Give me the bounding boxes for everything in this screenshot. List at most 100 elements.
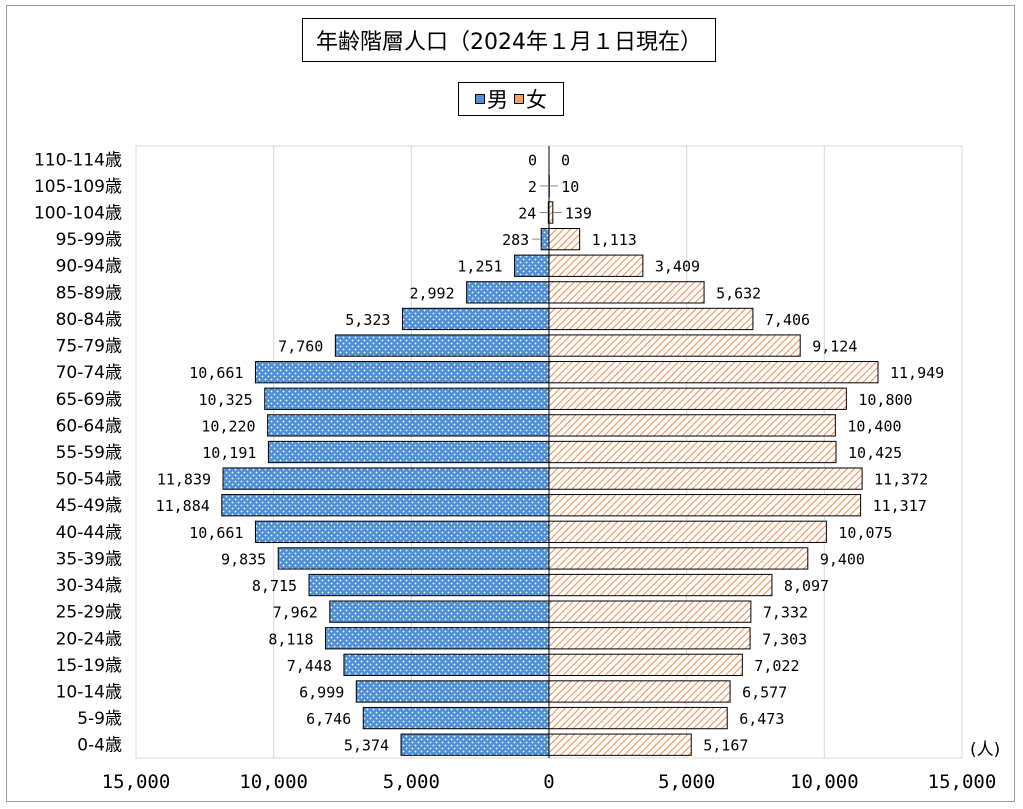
- y-tick-label: 20-24歳: [56, 629, 122, 649]
- data-label-male: 6,999: [299, 683, 344, 701]
- y-tick-label: 10-14歳: [56, 682, 122, 702]
- bar-female: [548, 547, 809, 570]
- y-tick-label: 110-114歳: [34, 150, 122, 170]
- bar-female: [548, 627, 751, 650]
- data-label-female: 5,167: [703, 737, 748, 755]
- bar-female: [548, 254, 644, 277]
- y-tick-label: 45-49歳: [56, 496, 122, 516]
- bar-male: [267, 414, 550, 437]
- data-label-female: 9,124: [812, 338, 857, 356]
- y-tick-label: 35-39歳: [56, 549, 122, 569]
- data-label-female: 139: [565, 205, 592, 223]
- bar-male: [514, 254, 550, 277]
- data-label-male: 5,374: [344, 737, 389, 755]
- x-tick-label: 5,000: [658, 771, 715, 793]
- y-tick-label: 65-69歳: [56, 390, 122, 410]
- data-label-female: 1,113: [592, 231, 637, 249]
- bar-female: [548, 387, 847, 410]
- chart-title-text: 年齢階層人口（2024年１月１日現在）: [316, 30, 702, 55]
- data-label-male: 10,661: [189, 524, 243, 542]
- y-tick-label: 70-74歳: [56, 363, 122, 383]
- bar-male: [254, 361, 550, 384]
- bar-male: [343, 653, 550, 677]
- x-tick-label: 15,000: [928, 771, 997, 793]
- data-label-female: 10,425: [848, 444, 902, 462]
- y-tick-label: 105-109歳: [34, 177, 122, 197]
- data-label-female: 5,632: [716, 284, 761, 302]
- y-tick-label: 15-19歳: [56, 656, 122, 676]
- y-tick-label: 5-9歳: [77, 709, 122, 729]
- data-label-male: 0: [528, 151, 537, 169]
- data-label-male: 7,448: [287, 657, 332, 675]
- bar-female: [548, 281, 705, 304]
- data-label-female: 7,406: [765, 311, 810, 329]
- legend-entry-male: 男: [475, 84, 508, 114]
- legend-label-female: 女: [526, 88, 547, 112]
- data-label-female: 3,409: [655, 258, 700, 276]
- bar-female: [548, 440, 837, 464]
- data-label-male: 10,220: [201, 417, 255, 435]
- data-label-female: 11,949: [890, 364, 944, 382]
- data-label-male: 24: [518, 205, 536, 223]
- data-label-male: 6,746: [306, 710, 351, 728]
- data-label-female: 7,303: [762, 630, 807, 648]
- bar-male: [264, 387, 550, 410]
- data-label-male: 11,884: [156, 497, 210, 515]
- bar-female: [548, 467, 863, 490]
- bar-male: [466, 281, 550, 304]
- bar-female: [548, 573, 773, 597]
- data-label-male: 283: [502, 231, 529, 249]
- data-label-female: 10,400: [847, 417, 901, 435]
- data-label-male: 9,835: [221, 550, 266, 568]
- legend: 男 女: [458, 82, 564, 116]
- y-tick-label: 30-34歳: [56, 576, 122, 596]
- bar-female: [548, 494, 862, 517]
- data-label-male: 5,323: [345, 311, 390, 329]
- data-label-female: 8,097: [784, 577, 829, 595]
- bar-male: [221, 494, 550, 517]
- data-label-male: 7,962: [273, 604, 318, 622]
- data-label-female: 11,317: [873, 497, 927, 515]
- axis-layer: 15,000 10,000 5,000 0 5,000 10,000 15,000 110-1…: [34, 146, 1000, 793]
- data-label-male: 1,251: [457, 258, 502, 276]
- legend-swatch-female: [514, 94, 524, 104]
- data-label-female: 10: [561, 178, 579, 196]
- data-label-male: 8,118: [268, 630, 313, 648]
- bar-female: [548, 361, 879, 384]
- y-tick-label: 60-64歳: [56, 416, 122, 436]
- bar-male: [267, 440, 550, 464]
- legend-entry-female: 女: [514, 84, 547, 114]
- bar-layer: [221, 174, 879, 756]
- bar-female: [548, 334, 801, 357]
- x-tick-label: 0: [543, 771, 554, 793]
- bar-male: [540, 227, 550, 251]
- chart-title: 年齢階層人口（2024年１月１日現在）: [302, 18, 716, 62]
- bar-female: [548, 733, 692, 756]
- x-tick-label: 15,000: [102, 771, 171, 793]
- bar-male: [277, 547, 550, 570]
- bar-male: [329, 600, 550, 623]
- y-tick-label: 25-29歳: [56, 603, 122, 623]
- bar-male: [355, 680, 550, 703]
- bar-male: [400, 733, 550, 756]
- data-label-male: 2: [528, 178, 537, 196]
- bar-male: [334, 334, 550, 357]
- data-label-female: 0: [561, 151, 570, 169]
- y-tick-label: 80-84歳: [56, 310, 122, 330]
- label-layer: 0 0 2 10 24 139 283 1,113 1,251 3,409 2,992 5,632 5,…: [156, 151, 945, 754]
- y-tick-label: 100-104歳: [34, 204, 122, 224]
- legend-swatch-male: [475, 94, 485, 104]
- data-label-female: 10,075: [838, 524, 892, 542]
- data-label-female: 9,400: [820, 550, 865, 568]
- bar-female: [548, 680, 731, 703]
- bar-male: [222, 467, 550, 490]
- x-tick-label: 5,000: [383, 771, 440, 793]
- y-tick-label: 75-79歳: [56, 337, 122, 357]
- data-label-female: 10,800: [858, 391, 912, 409]
- y-tick-label: 90-94歳: [56, 257, 122, 277]
- data-label-female: 6,473: [739, 710, 784, 728]
- data-label-female: 7,022: [754, 657, 799, 675]
- y-tick-label: 0-4歳: [77, 736, 122, 756]
- bar-female: [548, 706, 728, 730]
- bar-female: [548, 201, 554, 224]
